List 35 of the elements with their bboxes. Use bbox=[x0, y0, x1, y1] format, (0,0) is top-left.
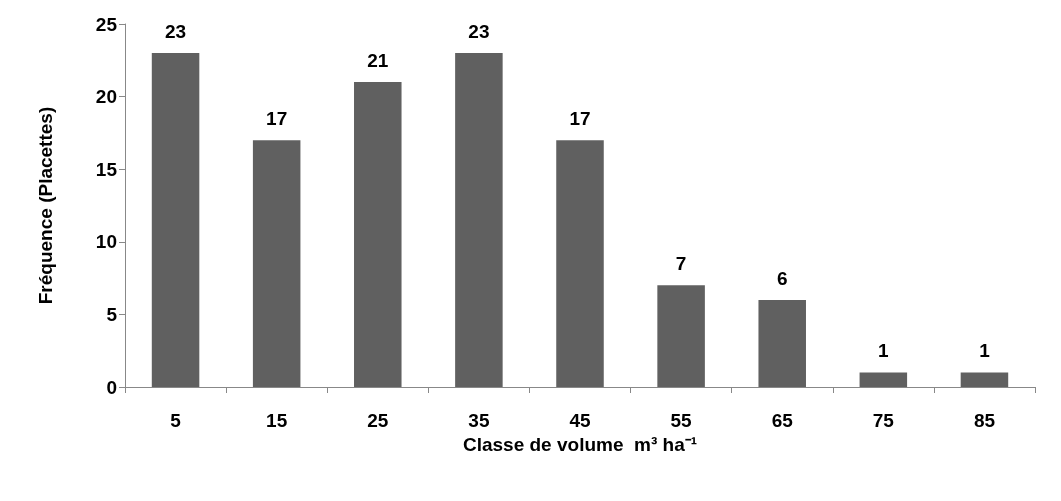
bar bbox=[455, 53, 503, 387]
y-tick-label: 20 bbox=[95, 86, 117, 108]
x-tick-label: 5 bbox=[170, 410, 182, 431]
y-tick-label: 10 bbox=[95, 231, 117, 253]
data-label: 6 bbox=[776, 267, 788, 289]
x-tick-label: 55 bbox=[670, 410, 693, 431]
x-tick-label: 25 bbox=[367, 410, 389, 431]
x-tick-label: 35 bbox=[468, 410, 490, 431]
bar bbox=[859, 372, 908, 387]
y-tick-label: 0 bbox=[106, 376, 117, 398]
bar bbox=[960, 372, 1009, 387]
x-axis-title: Classe de volume m³ ha⁻¹ bbox=[462, 434, 698, 455]
bar bbox=[151, 53, 200, 387]
data-label: 17 bbox=[266, 108, 288, 130]
data-label: 1 bbox=[979, 340, 991, 362]
data-label: 17 bbox=[569, 108, 591, 130]
data-label: 23 bbox=[468, 21, 490, 43]
data-label: 21 bbox=[367, 50, 389, 72]
x-tick-label: 45 bbox=[569, 410, 591, 431]
data-label: 7 bbox=[675, 253, 687, 275]
data-label: 23 bbox=[164, 21, 187, 43]
bar bbox=[657, 285, 705, 387]
x-tick-label: 15 bbox=[266, 410, 288, 431]
y-tick-label: 25 bbox=[95, 13, 118, 35]
data-label: 1 bbox=[878, 340, 890, 362]
x-tick-label: 75 bbox=[872, 410, 895, 431]
y-tick-label: 15 bbox=[95, 158, 118, 180]
bar bbox=[758, 299, 806, 387]
x-tick-label: 65 bbox=[771, 410, 794, 431]
bar bbox=[354, 82, 402, 387]
y-axis-title: Fréquence (Placettes) bbox=[35, 106, 56, 305]
x-tick-label: 85 bbox=[973, 410, 996, 431]
bar bbox=[252, 140, 301, 387]
y-tick-label: 5 bbox=[106, 303, 118, 325]
bar bbox=[556, 140, 604, 387]
